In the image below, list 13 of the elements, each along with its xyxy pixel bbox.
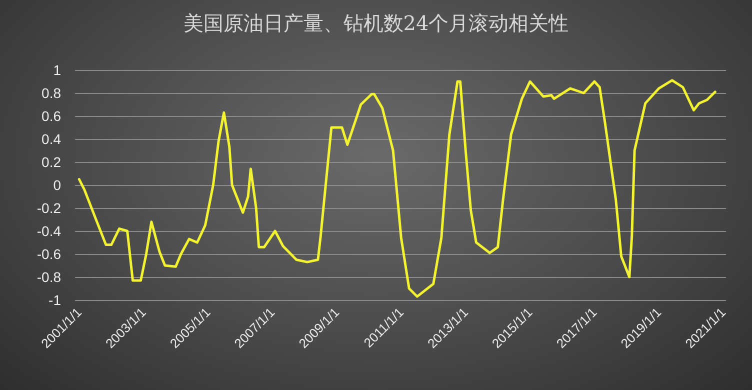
y-tick-label: -0.6 — [36, 246, 62, 262]
y-tick-label: 0 — [53, 177, 62, 193]
y-tick-label: 1 — [53, 62, 62, 78]
y-tick-label: -1 — [48, 292, 62, 308]
y-tick-label: -0.8 — [36, 269, 62, 285]
y-tick-label: -0.2 — [36, 200, 62, 216]
y-tick-label: 0.6 — [42, 108, 62, 124]
y-tick-label: 0.8 — [42, 85, 62, 101]
y-tick-label: -0.4 — [36, 223, 62, 239]
y-tick-label: 0.2 — [42, 154, 62, 170]
y-tick-label: 0.4 — [42, 131, 62, 147]
line-series — [78, 79, 716, 298]
chart-title: 美国原油日产量、钻机数24个月滚动相关性 — [183, 11, 569, 35]
